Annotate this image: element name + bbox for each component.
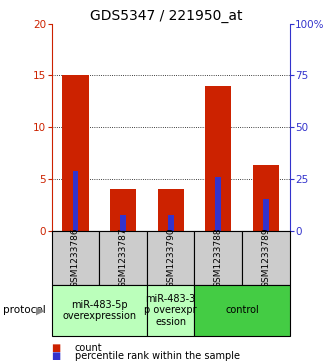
Text: GDS5347 / 221950_at: GDS5347 / 221950_at [90, 9, 243, 23]
Text: GSM1233790: GSM1233790 [166, 227, 175, 288]
Text: percentile rank within the sample: percentile rank within the sample [75, 351, 240, 361]
Bar [205, 86, 231, 231]
Bar [194, 231, 242, 285]
Text: ▶: ▶ [36, 305, 45, 315]
Text: GSM1233786: GSM1233786 [71, 227, 80, 288]
Bar [215, 177, 221, 231]
Bar [52, 285, 147, 336]
Bar [120, 215, 126, 231]
Bar [110, 189, 136, 231]
Bar [253, 165, 279, 231]
Bar [147, 231, 194, 285]
Bar [158, 189, 184, 231]
Text: ■: ■ [52, 351, 61, 361]
Bar [168, 215, 173, 231]
Bar [242, 231, 290, 285]
Bar [263, 200, 269, 231]
Text: protocol: protocol [3, 305, 46, 315]
Text: control: control [225, 305, 259, 315]
Text: miR-483-3
p overexpr
ession: miR-483-3 p overexpr ession [144, 294, 197, 327]
Bar [99, 231, 147, 285]
Text: count: count [75, 343, 103, 353]
Text: GSM1233788: GSM1233788 [214, 227, 223, 288]
Bar [147, 285, 194, 336]
Text: GSM1233789: GSM1233789 [261, 227, 270, 288]
Bar [73, 171, 78, 231]
Text: GSM1233787: GSM1233787 [119, 227, 128, 288]
Bar [52, 231, 99, 285]
Bar [194, 285, 290, 336]
Bar [62, 75, 89, 231]
Text: ■: ■ [52, 343, 61, 353]
Text: miR-483-5p
overexpression: miR-483-5p overexpression [62, 299, 136, 321]
